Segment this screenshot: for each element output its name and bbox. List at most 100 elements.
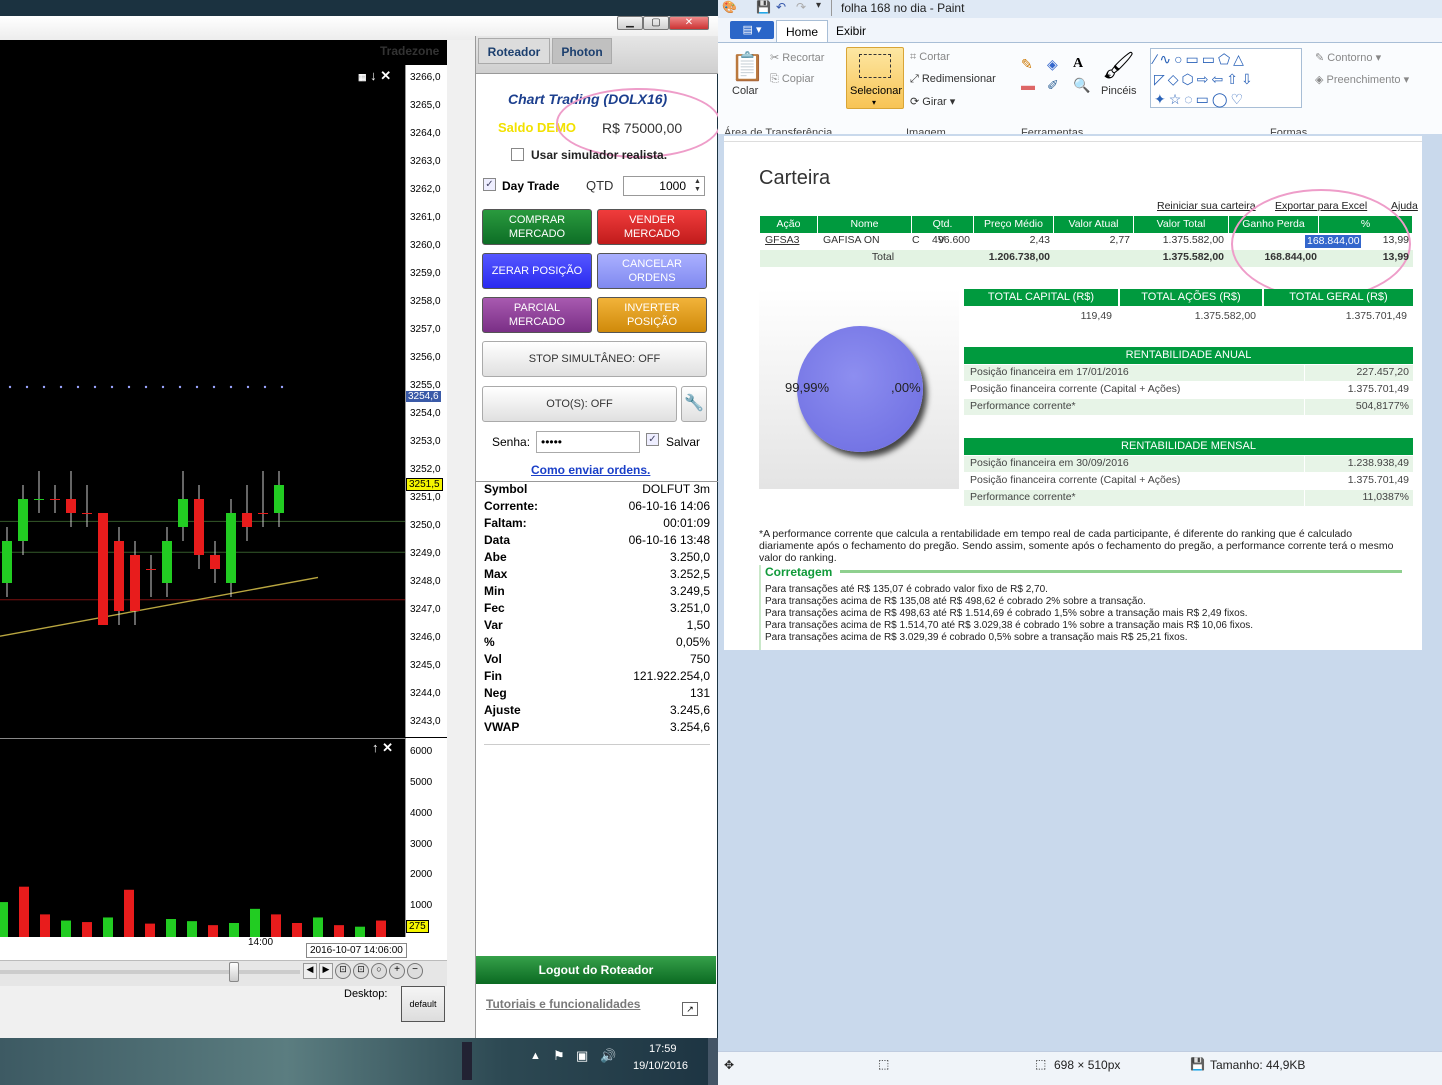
arrow-up-icon[interactable]: ↑ bbox=[372, 740, 379, 755]
reiniciar-link[interactable]: Reiniciar sua carteira bbox=[1157, 200, 1256, 212]
candle-body bbox=[34, 499, 44, 500]
oto-button[interactable]: OTO(S): OFF bbox=[482, 386, 677, 422]
candle-body bbox=[274, 485, 284, 513]
zoom-fit-icon[interactable]: ⊡ bbox=[335, 963, 351, 979]
capital-value: 119,49 bbox=[1080, 310, 1112, 322]
tab-photon[interactable]: Photon bbox=[552, 38, 612, 64]
arrow-down-icon[interactable]: ↓ bbox=[370, 68, 377, 83]
daytrade-checkbox[interactable]: ✓ bbox=[483, 178, 496, 191]
salvar-checkbox[interactable]: ✓ bbox=[646, 433, 659, 446]
save-icon[interactable]: 💾 bbox=[756, 0, 771, 14]
paint-canvas[interactable]: Carteira Reiniciar sua carteira Exportar… bbox=[724, 136, 1422, 650]
vender-mercado-button[interactable]: VENDER MERCADO bbox=[597, 209, 707, 245]
como-enviar-link[interactable]: Como enviar ordens. bbox=[531, 463, 651, 477]
close-chart-icon[interactable]: ✕ bbox=[380, 68, 392, 83]
clock-time[interactable]: 17:59 bbox=[649, 1043, 677, 1055]
candle-body bbox=[146, 569, 156, 570]
dotted-level bbox=[110, 385, 114, 389]
maximize-button[interactable]: ▢ bbox=[643, 16, 669, 30]
ajuda-link[interactable]: Ajuda bbox=[1391, 200, 1418, 212]
title-sep bbox=[831, 0, 832, 16]
redimensionar-item[interactable]: ⤢ Redimensionar bbox=[910, 73, 996, 85]
minimize-button[interactable]: ▁ bbox=[617, 16, 643, 30]
colar-label[interactable]: Colar bbox=[732, 85, 759, 97]
picker-icon[interactable]: ✐ bbox=[1047, 77, 1059, 93]
logout-button[interactable]: Logout do Roteador bbox=[476, 956, 716, 984]
pct: 13,99 bbox=[1382, 234, 1409, 246]
corretagem-line-text: Para transações acima de R$ 1.514,70 até… bbox=[765, 620, 1254, 631]
clock-date[interactable]: 19/10/2016 bbox=[633, 1060, 689, 1072]
preenchimento-item[interactable]: ◈ Preenchimento ▾ bbox=[1315, 74, 1410, 86]
recortar-item[interactable]: ✂ Recortar bbox=[770, 52, 825, 64]
volume-axis: 6000 5000 4000 3000 2000 1000 275 bbox=[405, 738, 447, 938]
tutoriais-link[interactable]: Tutoriais e funcionalidades bbox=[486, 997, 641, 1011]
anual-label: Posição financeira corrente (Capital + A… bbox=[970, 383, 1181, 395]
candle-body bbox=[226, 513, 236, 583]
wrench-icon[interactable]: 🔧 bbox=[681, 386, 707, 422]
close-vol-icon[interactable]: ✕ bbox=[382, 740, 394, 755]
tray-up-icon[interactable]: ▲ bbox=[530, 1050, 541, 1062]
realista-checkbox[interactable] bbox=[511, 148, 524, 161]
redo-icon[interactable]: ↷ bbox=[796, 0, 807, 14]
zerar-posicao-button[interactable]: ZERAR POSIÇÃO bbox=[482, 253, 592, 289]
zoom-in-icon[interactable]: + bbox=[389, 963, 405, 979]
shapes-gallery[interactable]: ∕∿○▭▭⬠△ ◸◇⬡⇨⇦⇧⇩ ✦☆◌▭◯♡ bbox=[1150, 48, 1302, 108]
chart-scrollbar[interactable]: ◀ ▶ ⊡ ⊡ ○ + − bbox=[0, 960, 447, 986]
dotted-level bbox=[59, 385, 63, 389]
parcial-mercado-button[interactable]: PARCIAL MERCADO bbox=[482, 297, 592, 333]
cancelar-ordens-button[interactable]: CANCELAR ORDENS bbox=[597, 253, 707, 289]
zoom-area-icon[interactable]: ⊡ bbox=[353, 963, 369, 979]
copiar-item[interactable]: ⎘ Copiar bbox=[770, 73, 815, 85]
qat-dropdown-icon[interactable]: ▾ bbox=[816, 0, 822, 11]
close-button[interactable]: ✕ bbox=[669, 16, 709, 30]
eraser-icon[interactable]: ▬ bbox=[1021, 77, 1035, 93]
brush-icon[interactable]: 🖌 bbox=[1102, 50, 1136, 80]
volume-icon[interactable]: 🔊 bbox=[600, 1048, 617, 1063]
paint-app-icon[interactable]: 🎨 bbox=[722, 0, 737, 14]
info-key: Symbol bbox=[484, 482, 528, 496]
text-icon[interactable]: A bbox=[1073, 56, 1084, 71]
dotted-level bbox=[178, 385, 182, 389]
next-icon[interactable]: ▶ bbox=[319, 963, 333, 979]
vol-controls: ↑ ✕ bbox=[372, 740, 393, 756]
zoom-icon[interactable]: ○ bbox=[371, 963, 387, 979]
senha-input[interactable]: ••••• bbox=[536, 431, 640, 453]
selecionar-button[interactable]: Selecionar ▾ bbox=[846, 47, 904, 109]
venda: V bbox=[938, 234, 946, 246]
volume-bar bbox=[40, 914, 50, 938]
pencil-icon[interactable]: ✎ bbox=[1021, 56, 1033, 72]
desktop-label: Desktop: bbox=[344, 988, 388, 1000]
zoom-out-icon[interactable]: − bbox=[407, 963, 423, 979]
paint-menu-button[interactable]: ▤ ▾ bbox=[730, 21, 774, 39]
desktop-default-button[interactable]: default bbox=[401, 986, 445, 1022]
expand-icon[interactable]: ↗ bbox=[682, 1002, 698, 1016]
network-icon[interactable]: ▣ bbox=[576, 1048, 589, 1063]
grid-icon[interactable]: ▦ bbox=[358, 72, 367, 82]
stop-simultaneo-button[interactable]: STOP SIMULTÂNEO: OFF bbox=[482, 341, 707, 377]
qtd-spinner-icon[interactable]: ▲ ▼ bbox=[694, 178, 701, 193]
show-desktop-button[interactable] bbox=[708, 1038, 718, 1085]
tab-home[interactable]: Home bbox=[776, 20, 828, 42]
qtd-input[interactable]: 1000 bbox=[623, 176, 705, 196]
scroll-thumb[interactable] bbox=[229, 962, 239, 982]
price-tick: 3266,0 bbox=[410, 72, 441, 83]
comprar-mercado-button[interactable]: COMPRAR MERCADO bbox=[482, 209, 592, 245]
fill-icon[interactable]: ◈ bbox=[1047, 56, 1058, 72]
cortar-item[interactable]: ⌗ Cortar bbox=[910, 51, 950, 63]
price-tick: 3252,0 bbox=[410, 464, 441, 475]
anual-row-bg bbox=[964, 365, 1304, 381]
inverter-posicao-button[interactable]: INVERTER POSIÇÃO bbox=[597, 297, 707, 333]
scroll-track[interactable] bbox=[0, 970, 300, 974]
girar-item[interactable]: ⟳ Girar ▾ bbox=[910, 96, 956, 108]
undo-icon[interactable]: ↶ bbox=[776, 0, 787, 14]
tab-roteador[interactable]: Roteador bbox=[478, 38, 550, 64]
flag-icon[interactable]: ⚑ bbox=[553, 1048, 565, 1063]
contorno-item[interactable]: ✎ Contorno ▾ bbox=[1315, 52, 1382, 64]
tab-exibir[interactable]: Exibir bbox=[836, 24, 867, 38]
pinceis-label[interactable]: Pincéis bbox=[1101, 85, 1137, 97]
info-row: Vol 750 bbox=[484, 652, 710, 669]
magnifier-icon[interactable]: 🔍 bbox=[1073, 77, 1091, 93]
prev-icon[interactable]: ◀ bbox=[303, 963, 317, 979]
price-tick: 3265,0 bbox=[410, 100, 441, 111]
clipboard-icon[interactable]: 📋 bbox=[730, 51, 765, 82]
